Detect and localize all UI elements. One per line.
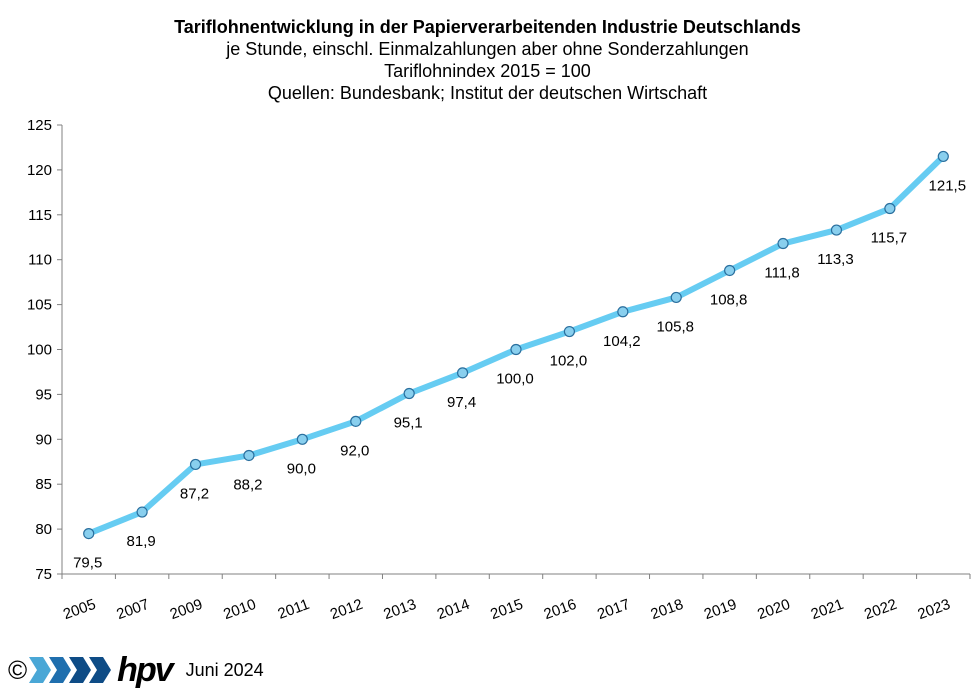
chart-subtitle-3: Quellen: Bundesbank; Institut der deutsc… bbox=[267, 83, 708, 103]
data-point bbox=[830, 224, 843, 236]
y-tick-label: 80 bbox=[35, 521, 52, 538]
data-point bbox=[456, 367, 469, 379]
data-label: 90,0 bbox=[287, 460, 316, 477]
data-point bbox=[884, 202, 896, 215]
data-point bbox=[136, 506, 148, 518]
x-tick-label: 2014 bbox=[435, 596, 472, 623]
logo-text: hpv bbox=[117, 650, 173, 689]
data-label: 111,8 bbox=[764, 265, 799, 282]
footer: © hpv Juni 2024 bbox=[8, 650, 264, 690]
x-tick-label: 2005 bbox=[61, 596, 98, 623]
x-tick-label: 2007 bbox=[114, 596, 151, 623]
data-label: 95,1 bbox=[394, 415, 423, 432]
data-label: 105,8 bbox=[656, 318, 694, 335]
y-tick-label: 95 bbox=[35, 386, 52, 403]
data-point bbox=[670, 291, 682, 304]
y-tick-label: 100 bbox=[27, 342, 52, 359]
y-tick-label: 90 bbox=[35, 431, 52, 448]
x-tick-label: 2017 bbox=[595, 596, 632, 623]
chart-subtitle-2: Tariflohnindex 2015 = 100 bbox=[384, 61, 591, 81]
data-label: 121,5 bbox=[929, 177, 967, 194]
x-tick-label: 2018 bbox=[648, 596, 685, 623]
chart-titles: Tariflohnentwicklung in der Papierverarb… bbox=[0, 16, 975, 104]
x-tick-label: 2019 bbox=[702, 596, 739, 623]
x-tick-label: 2013 bbox=[381, 596, 418, 623]
data-point bbox=[724, 264, 736, 277]
data-point bbox=[403, 387, 415, 400]
data-point bbox=[243, 449, 255, 462]
data-label: 113,3 bbox=[817, 251, 853, 268]
data-label: 108,8 bbox=[710, 291, 748, 308]
data-point bbox=[350, 415, 362, 427]
data-label: 87,2 bbox=[180, 485, 209, 502]
data-point bbox=[296, 433, 308, 445]
chart-title: Tariflohnentwicklung in der Papierverarb… bbox=[174, 17, 801, 37]
data-label: 104,2 bbox=[603, 333, 641, 350]
data-point bbox=[510, 343, 522, 356]
line-chart: 75 80 85 90 95 100 105 110 115 120 125 2005 2007 2009… bbox=[27, 117, 971, 623]
data-point bbox=[189, 458, 202, 471]
y-tick-label: 75 bbox=[35, 566, 52, 583]
data-label: 115,7 bbox=[871, 230, 907, 247]
y-tick-label: 115 bbox=[28, 207, 52, 224]
date-label: Juni 2024 bbox=[185, 659, 264, 680]
data-point bbox=[777, 237, 789, 250]
x-tick-label: 2023 bbox=[915, 596, 952, 623]
y-tick-label: 120 bbox=[27, 162, 52, 179]
x-tick-label: 2016 bbox=[542, 596, 579, 623]
x-tick-label: 2020 bbox=[755, 596, 792, 623]
data-point bbox=[563, 325, 576, 338]
hpv-logo-icon bbox=[29, 657, 112, 683]
copyright-symbol: © bbox=[8, 654, 28, 685]
x-tick-label: 2012 bbox=[328, 596, 365, 623]
data-label: 88,2 bbox=[233, 476, 262, 493]
x-tick-label: 2022 bbox=[862, 596, 899, 623]
x-tick-label: 2009 bbox=[168, 596, 205, 623]
y-tick-label: 110 bbox=[28, 252, 52, 269]
data-point bbox=[83, 527, 95, 540]
data-label: 81,9 bbox=[127, 533, 156, 550]
data-label: 97,4 bbox=[447, 394, 476, 411]
x-tick-label: 2011 bbox=[276, 596, 312, 623]
x-tick-label: 2021 bbox=[809, 596, 846, 623]
data-label: 79,5 bbox=[73, 555, 102, 572]
y-tick-label: 105 bbox=[27, 297, 52, 314]
x-tick-label: 2010 bbox=[221, 596, 258, 623]
data-label: 92,0 bbox=[340, 442, 369, 459]
data-label: 100,0 bbox=[496, 371, 534, 388]
y-tick-label: 125 bbox=[27, 117, 52, 134]
y-tick-label: 85 bbox=[35, 476, 52, 493]
chart-subtitle-1: je Stunde, einschl. Einmalzahlungen aber… bbox=[226, 39, 749, 59]
data-point bbox=[937, 150, 949, 163]
data-label: 102,0 bbox=[550, 353, 588, 370]
x-tick-label: 2015 bbox=[488, 596, 525, 623]
data-point bbox=[617, 306, 629, 318]
